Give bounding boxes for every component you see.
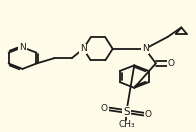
Text: S: S	[123, 107, 130, 117]
Text: CH₃: CH₃	[118, 120, 135, 129]
Text: N: N	[142, 44, 148, 53]
Text: O: O	[168, 59, 175, 68]
Text: O: O	[101, 104, 108, 113]
Text: O: O	[145, 110, 152, 119]
Text: N: N	[19, 43, 26, 52]
Text: N: N	[80, 44, 87, 53]
